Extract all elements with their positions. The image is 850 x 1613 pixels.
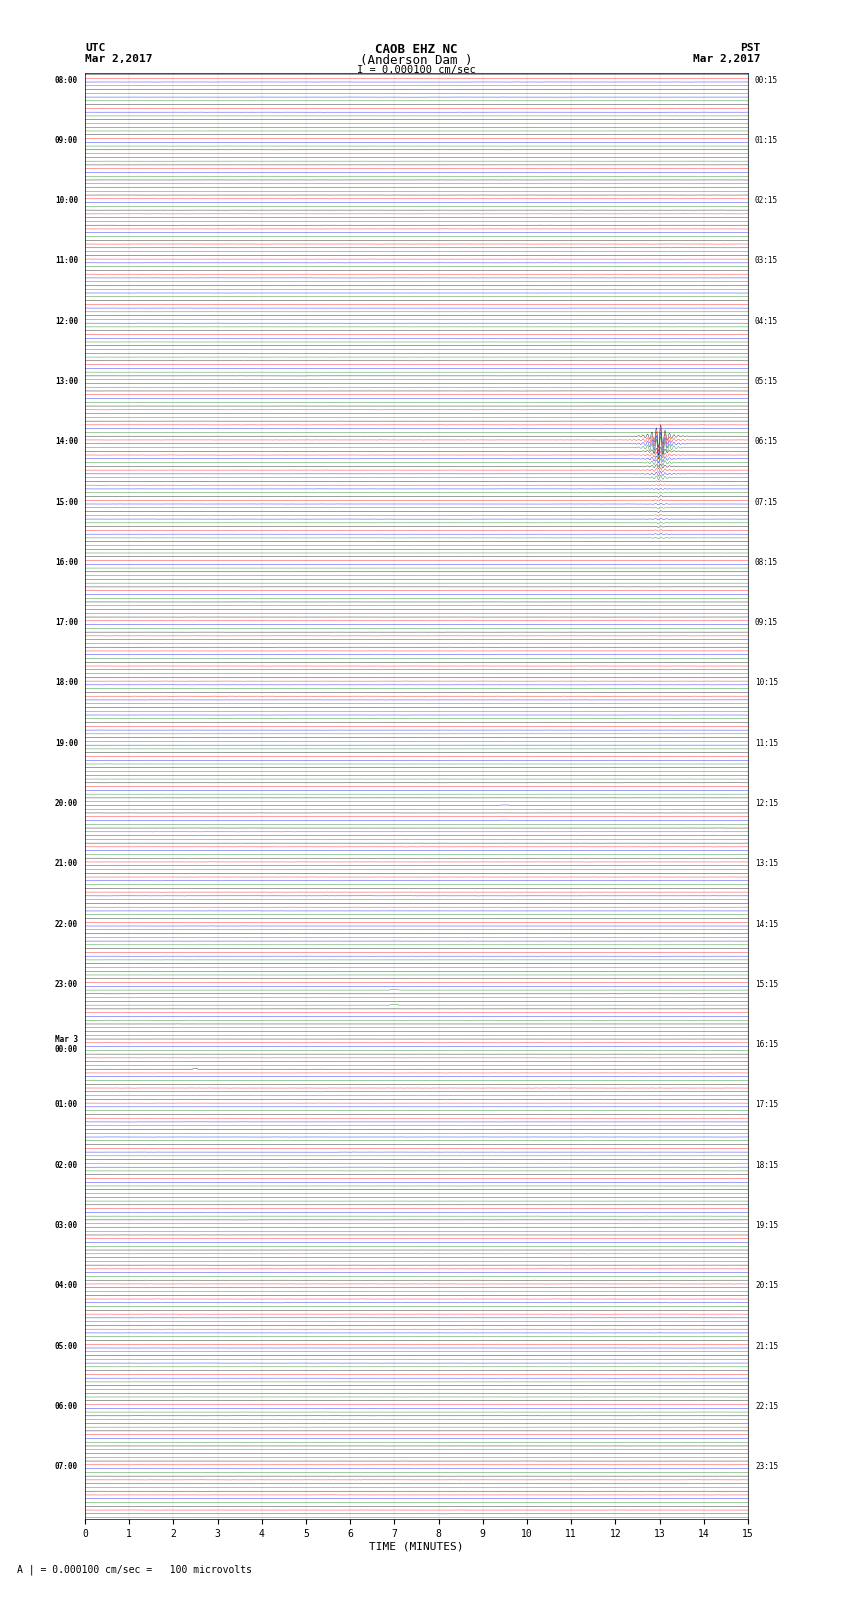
Text: 23:15: 23:15	[755, 1463, 778, 1471]
Text: Mar 2,2017: Mar 2,2017	[694, 53, 761, 65]
Text: 05:15: 05:15	[755, 377, 778, 386]
Text: 23:00: 23:00	[55, 981, 78, 989]
Text: 08:15: 08:15	[755, 558, 778, 566]
Text: UTC: UTC	[85, 44, 105, 53]
Text: I = 0.000100 cm/sec: I = 0.000100 cm/sec	[357, 65, 476, 76]
Text: 22:00: 22:00	[55, 919, 78, 929]
Text: Mar 3
00:00: Mar 3 00:00	[55, 1036, 78, 1055]
Text: 12:00: 12:00	[55, 316, 78, 326]
Text: PST: PST	[740, 44, 761, 53]
Text: 20:15: 20:15	[755, 1281, 778, 1290]
Text: 11:00: 11:00	[55, 256, 78, 266]
Text: 12:15: 12:15	[755, 798, 778, 808]
Text: 01:15: 01:15	[755, 135, 778, 145]
Text: 15:00: 15:00	[55, 498, 78, 506]
Text: 02:00: 02:00	[55, 1161, 78, 1169]
Text: 00:15: 00:15	[755, 76, 778, 84]
Text: 06:15: 06:15	[755, 437, 778, 447]
Text: 05:00: 05:00	[55, 1342, 78, 1350]
Text: 15:15: 15:15	[755, 981, 778, 989]
Text: 13:15: 13:15	[755, 860, 778, 868]
Text: 13:00: 13:00	[55, 377, 78, 386]
Text: 11:15: 11:15	[755, 739, 778, 748]
Text: 04:00: 04:00	[55, 1281, 78, 1290]
Text: 19:15: 19:15	[755, 1221, 778, 1231]
Text: 04:15: 04:15	[755, 316, 778, 326]
Text: 21:00: 21:00	[55, 860, 78, 868]
Text: 07:15: 07:15	[755, 498, 778, 506]
Text: 16:00: 16:00	[55, 558, 78, 566]
Text: (Anderson Dam ): (Anderson Dam )	[360, 53, 473, 68]
Text: 10:00: 10:00	[55, 197, 78, 205]
Text: 22:15: 22:15	[755, 1402, 778, 1411]
Text: 18:15: 18:15	[755, 1161, 778, 1169]
Text: CAOB EHZ NC: CAOB EHZ NC	[375, 44, 458, 56]
Text: 03:15: 03:15	[755, 256, 778, 266]
Text: A | = 0.000100 cm/sec =   100 microvolts: A | = 0.000100 cm/sec = 100 microvolts	[17, 1565, 252, 1576]
Text: 14:15: 14:15	[755, 919, 778, 929]
Text: 01:00: 01:00	[55, 1100, 78, 1110]
Text: 03:00: 03:00	[55, 1221, 78, 1231]
Text: 02:15: 02:15	[755, 197, 778, 205]
Text: 06:00: 06:00	[55, 1402, 78, 1411]
Text: 18:00: 18:00	[55, 679, 78, 687]
X-axis label: TIME (MINUTES): TIME (MINUTES)	[369, 1542, 464, 1552]
Text: 07:00: 07:00	[55, 1463, 78, 1471]
Text: 10:15: 10:15	[755, 679, 778, 687]
Text: 19:00: 19:00	[55, 739, 78, 748]
Text: 08:00: 08:00	[55, 76, 78, 84]
Text: 17:15: 17:15	[755, 1100, 778, 1110]
Text: 21:15: 21:15	[755, 1342, 778, 1350]
Text: 14:00: 14:00	[55, 437, 78, 447]
Text: 16:15: 16:15	[755, 1040, 778, 1048]
Text: Mar 2,2017: Mar 2,2017	[85, 53, 152, 65]
Text: 20:00: 20:00	[55, 798, 78, 808]
Text: 09:15: 09:15	[755, 618, 778, 627]
Text: 09:00: 09:00	[55, 135, 78, 145]
Text: 17:00: 17:00	[55, 618, 78, 627]
